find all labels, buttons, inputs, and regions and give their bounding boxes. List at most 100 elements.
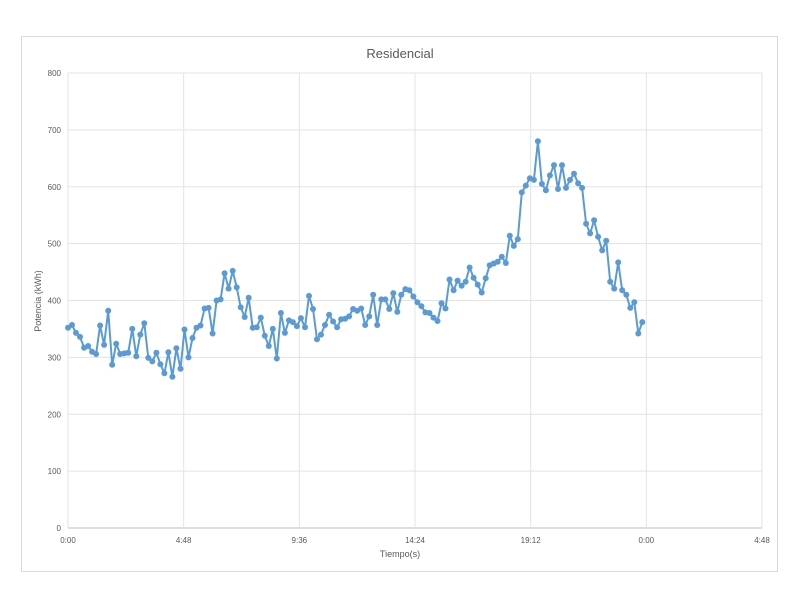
- data-point: [450, 287, 457, 294]
- y-tick-label: 700: [48, 126, 62, 135]
- data-point: [454, 277, 461, 284]
- x-tick-label: 0:00: [60, 536, 76, 545]
- data-point: [406, 287, 413, 294]
- data-point: [69, 322, 75, 328]
- data-point: [322, 322, 328, 328]
- data-point: [101, 341, 108, 348]
- data-point: [623, 291, 630, 298]
- data-point: [209, 330, 216, 337]
- data-point: [567, 176, 573, 183]
- data-point: [314, 336, 320, 343]
- data-point: [595, 233, 602, 240]
- data-point: [217, 296, 224, 303]
- x-axis-label: Tiempo(s): [380, 549, 420, 559]
- data-point: [93, 351, 100, 357]
- data-point: [494, 258, 501, 265]
- data-point: [635, 330, 642, 337]
- data-point: [157, 361, 164, 368]
- data-point: [257, 314, 264, 321]
- data-point: [302, 324, 308, 331]
- data-point: [245, 294, 252, 301]
- data-point: [129, 325, 136, 332]
- data-point: [261, 332, 268, 339]
- data-point: [571, 170, 577, 177]
- data-point: [603, 237, 610, 244]
- data-point: [133, 353, 140, 360]
- data-point: [358, 305, 365, 312]
- data-point: [362, 322, 369, 328]
- data-point: [591, 217, 598, 224]
- data-point: [181, 326, 188, 333]
- series-line: [67, 140, 644, 378]
- x-tick-labels: 0:00 4:48 9:36 14:24 19:12 0:00 4:48: [60, 536, 770, 545]
- data-point: [538, 180, 545, 187]
- x-tick-label: 0:00: [639, 536, 655, 545]
- data-point: [510, 242, 517, 249]
- data-point: [366, 313, 373, 320]
- data-point: [185, 354, 192, 361]
- data-point: [293, 323, 300, 330]
- data-point: [414, 299, 421, 306]
- y-tick-label: 800: [48, 69, 62, 78]
- data-point: [434, 318, 441, 324]
- y-tick-labels: 0 100 200 300 400 500 600 700 800: [48, 69, 62, 533]
- data-point: [165, 349, 172, 356]
- y-tick-label: 100: [48, 467, 62, 476]
- data-point: [555, 186, 561, 192]
- data-point: [398, 291, 405, 298]
- data-point: [506, 232, 513, 239]
- data-point: [631, 299, 638, 306]
- data-point: [611, 285, 618, 292]
- data-point: [145, 354, 152, 361]
- data-point: [546, 172, 553, 179]
- data-point: [153, 349, 160, 356]
- data-point: [502, 260, 509, 266]
- data-point: [265, 343, 272, 349]
- data-point: [470, 274, 477, 281]
- data-point: [583, 220, 590, 227]
- data-point: [277, 310, 284, 316]
- data-point: [346, 313, 353, 320]
- data-point: [177, 365, 184, 372]
- data-point: [442, 305, 449, 312]
- data-point: [542, 187, 549, 194]
- data-point: [149, 358, 156, 365]
- data-point: [619, 287, 626, 294]
- data-point: [310, 306, 316, 312]
- data-point: [330, 318, 337, 325]
- data-point: [225, 285, 232, 292]
- x-tick-label: 9:36: [292, 536, 308, 545]
- data-point: [326, 311, 333, 318]
- chart-title: Residencial: [366, 46, 433, 61]
- data-point: [382, 296, 389, 303]
- data-point: [173, 345, 180, 352]
- data-point: [77, 333, 83, 340]
- data-point: [551, 162, 557, 169]
- data-point: [563, 184, 569, 191]
- data-point: [534, 138, 541, 145]
- data-point: [627, 304, 634, 311]
- data-point: [559, 162, 565, 169]
- data-point: [281, 329, 288, 336]
- data-point: [97, 322, 104, 329]
- x-tick-label: 4:48: [176, 536, 192, 545]
- data-point: [522, 182, 529, 189]
- y-tick-label: 200: [48, 410, 62, 419]
- data-point: [466, 264, 473, 271]
- data-point: [426, 310, 433, 316]
- data-point: [169, 373, 176, 380]
- data-points: [65, 138, 646, 380]
- data-point: [615, 259, 622, 266]
- data-point: [233, 284, 240, 291]
- data-point: [205, 304, 212, 311]
- data-point: [289, 319, 296, 326]
- data-point: [390, 290, 397, 297]
- data-point: [306, 292, 312, 299]
- data-point: [269, 325, 276, 332]
- data-point: [462, 278, 469, 285]
- y-tick-label: 0: [57, 524, 62, 533]
- data-point: [430, 314, 437, 321]
- data-point: [498, 253, 505, 260]
- x-tick-label: 4:48: [754, 536, 770, 545]
